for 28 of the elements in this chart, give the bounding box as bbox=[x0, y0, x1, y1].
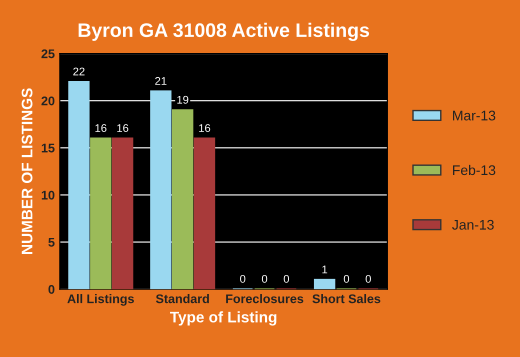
data-label: 19 bbox=[177, 96, 188, 104]
data-label: 0 bbox=[284, 274, 290, 283]
data-label: 22 bbox=[73, 68, 85, 76]
data-label: 0 bbox=[240, 274, 246, 283]
x-axis-title: Type of Listing bbox=[170, 311, 276, 326]
legend-label: Mar-13 bbox=[453, 110, 496, 120]
y-tick-label: 10 bbox=[42, 190, 54, 200]
legend-label: Jan-13 bbox=[452, 220, 494, 230]
data-label: 16 bbox=[199, 124, 210, 132]
x-tick-label: All Listings bbox=[67, 294, 134, 306]
y-tick-label: 0 bbox=[48, 284, 54, 294]
x-tick-label: Short Sales bbox=[312, 294, 380, 304]
data-label: 0 bbox=[262, 274, 268, 283]
data-label: 21 bbox=[155, 77, 166, 85]
y-tick-label: 20 bbox=[41, 96, 54, 106]
y-tick-label: 25 bbox=[41, 49, 55, 58]
y-tick-label: 15 bbox=[42, 144, 55, 152]
data-label: 16 bbox=[117, 124, 128, 132]
data-label: 16 bbox=[95, 124, 106, 132]
x-tick-label: Standard bbox=[156, 294, 209, 304]
legend-label: Feb-13 bbox=[453, 164, 496, 176]
data-label: 0 bbox=[366, 274, 371, 283]
chart-title: Byron GA 31008 Active Listings bbox=[78, 22, 370, 42]
data-label: 0 bbox=[344, 274, 350, 283]
x-tick-label: Foreclosures bbox=[226, 294, 304, 304]
data-label: 1 bbox=[322, 266, 328, 274]
y-axis-title: NUMBER OF LISTINGS bbox=[22, 88, 32, 254]
y-tick-label: 5 bbox=[48, 238, 55, 247]
